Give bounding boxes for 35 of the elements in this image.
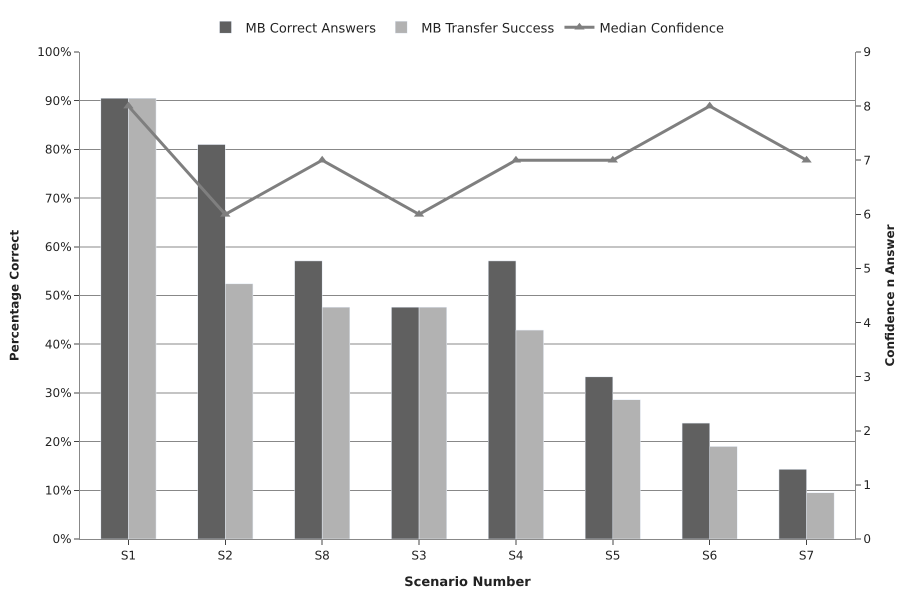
x-tick-label: S5 [605,548,620,562]
x-tick-label: S8 [314,548,330,562]
y2-tick-label: 6 [863,208,872,222]
x-tick-label: S6 [702,548,718,562]
y-tick-label: 40% [44,337,72,352]
y-tick-label: 50% [44,288,72,303]
y-tick-label: 60% [44,240,72,254]
x-tick-label: S2 [218,548,233,562]
legend-label: MB Correct Answers [246,21,376,36]
y2-tick-label: 9 [863,45,872,60]
y2-tick-label: 8 [863,99,872,114]
y-tick-label: 70% [44,191,72,206]
y-tick-label: 10% [44,484,72,498]
x-tick-label: S1 [120,548,136,562]
y2-tick-label: 7 [863,153,872,168]
y2-tick-label: 3 [863,370,872,384]
y-tick-label: 30% [44,386,72,400]
x-tick-label: S7 [798,548,814,562]
y2-tick-label: 1 [863,478,872,492]
y2-tick-label: 5 [863,262,872,276]
y-tick-label: 90% [44,94,72,108]
y2-tick-label: 0 [863,532,872,546]
x-tick-label: S3 [411,548,427,562]
x-tick-label: S4 [508,548,524,562]
legend-label: MB Transfer Success [421,21,554,36]
x-axis-title: Scenario Number [404,575,532,590]
y-axis-title: Percentage Correct [8,230,22,362]
y-tick-label: 0% [52,532,72,546]
y2-axis-title: Confidence n Answer [882,224,897,367]
y-tick-label: 100% [37,45,72,60]
legend-label: Median Confidence [599,21,724,36]
y2-tick-label: 2 [863,424,872,438]
y2-tick-label: 4 [863,316,872,330]
y-tick-label: 20% [44,434,72,449]
y-tick-label: 80% [44,142,72,157]
